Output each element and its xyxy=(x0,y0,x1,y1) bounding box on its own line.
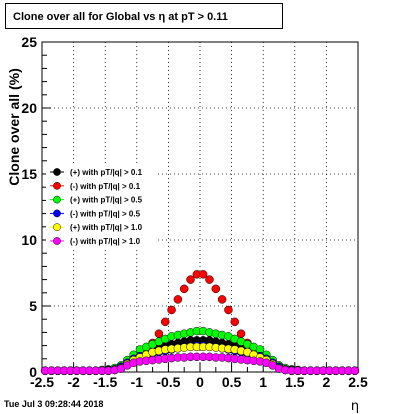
x-axis-label: η xyxy=(351,399,359,414)
legend-marker xyxy=(53,181,61,190)
legend-marker xyxy=(53,237,61,245)
y-tick-label: 5 xyxy=(29,298,37,314)
data-point-series-1 xyxy=(230,317,240,327)
x-tick-label: -1 xyxy=(131,374,144,390)
data-point-series-1 xyxy=(167,305,176,315)
legend-label: (+) with pT/|q| > 0.5 xyxy=(70,196,143,205)
legend-label: (-) with pT/|q| > 0.5 xyxy=(70,209,141,218)
legend-label: (+) with pT/|q| > 1.0 xyxy=(70,223,143,232)
data-markers xyxy=(40,270,360,375)
legend: (+) with pT/|q| > 0.1 (-) with pT/|q| > 0… xyxy=(46,163,158,249)
legend-marker xyxy=(53,209,61,218)
x-tick-label: 0.5 xyxy=(222,374,242,390)
x-tick-label: -2 xyxy=(67,374,80,390)
chart-title: Clone over all for Global vs η at pT > 0… xyxy=(5,3,283,29)
x-tick-label: 2.5 xyxy=(348,374,368,390)
data-point-series-1 xyxy=(205,275,214,284)
data-point-series-5 xyxy=(350,366,360,375)
data-point-series-1 xyxy=(154,329,164,338)
data-point-series-1 xyxy=(160,317,170,327)
x-tick-label: -2.5 xyxy=(30,374,54,390)
x-tick-label: 0 xyxy=(196,374,204,390)
timestamp: Tue Jul 3 09:28:44 2018 xyxy=(4,399,104,409)
legend-label: (-) with pT/|q| > 0.1 xyxy=(70,182,141,191)
legend-marker xyxy=(53,168,61,176)
legend-marker xyxy=(53,223,61,232)
x-tick-label: -1.5 xyxy=(93,374,117,390)
legend-marker xyxy=(53,195,61,204)
y-tick-label: 20 xyxy=(21,100,37,116)
data-point-series-1 xyxy=(236,329,246,338)
y-tick-label: 15 xyxy=(21,166,37,182)
y-tick-label: 25 xyxy=(21,34,37,50)
y-axis-label: Clone over all (%) xyxy=(6,68,22,185)
data-point-series-1 xyxy=(179,284,189,294)
x-tick-label: 1 xyxy=(259,374,267,390)
data-point-series-1 xyxy=(217,295,227,304)
x-tick-label: 1.5 xyxy=(285,374,305,390)
legend-label: (+) with pT/|q| > 0.1 xyxy=(70,168,143,177)
data-point-series-1 xyxy=(224,305,233,315)
legend-box xyxy=(46,163,158,249)
y-tick-label: 0 xyxy=(29,364,37,380)
data-point-series-1 xyxy=(173,295,183,304)
y-tick-label: 10 xyxy=(21,232,37,248)
data-point-series-1 xyxy=(198,270,208,279)
data-point-series-1 xyxy=(211,284,221,294)
legend-label: (-) with pT/|q| > 1.0 xyxy=(70,237,141,246)
x-tick-label: -0.5 xyxy=(156,374,180,390)
x-tick-label: 2 xyxy=(323,374,331,390)
axis-ticks: -2.5 -2 -1.5 -1 -0.5 0 0.5 1 1.5 2 2.5 0 5 10 15 20 25 xyxy=(21,34,368,390)
data-point-series-1 xyxy=(186,275,195,284)
